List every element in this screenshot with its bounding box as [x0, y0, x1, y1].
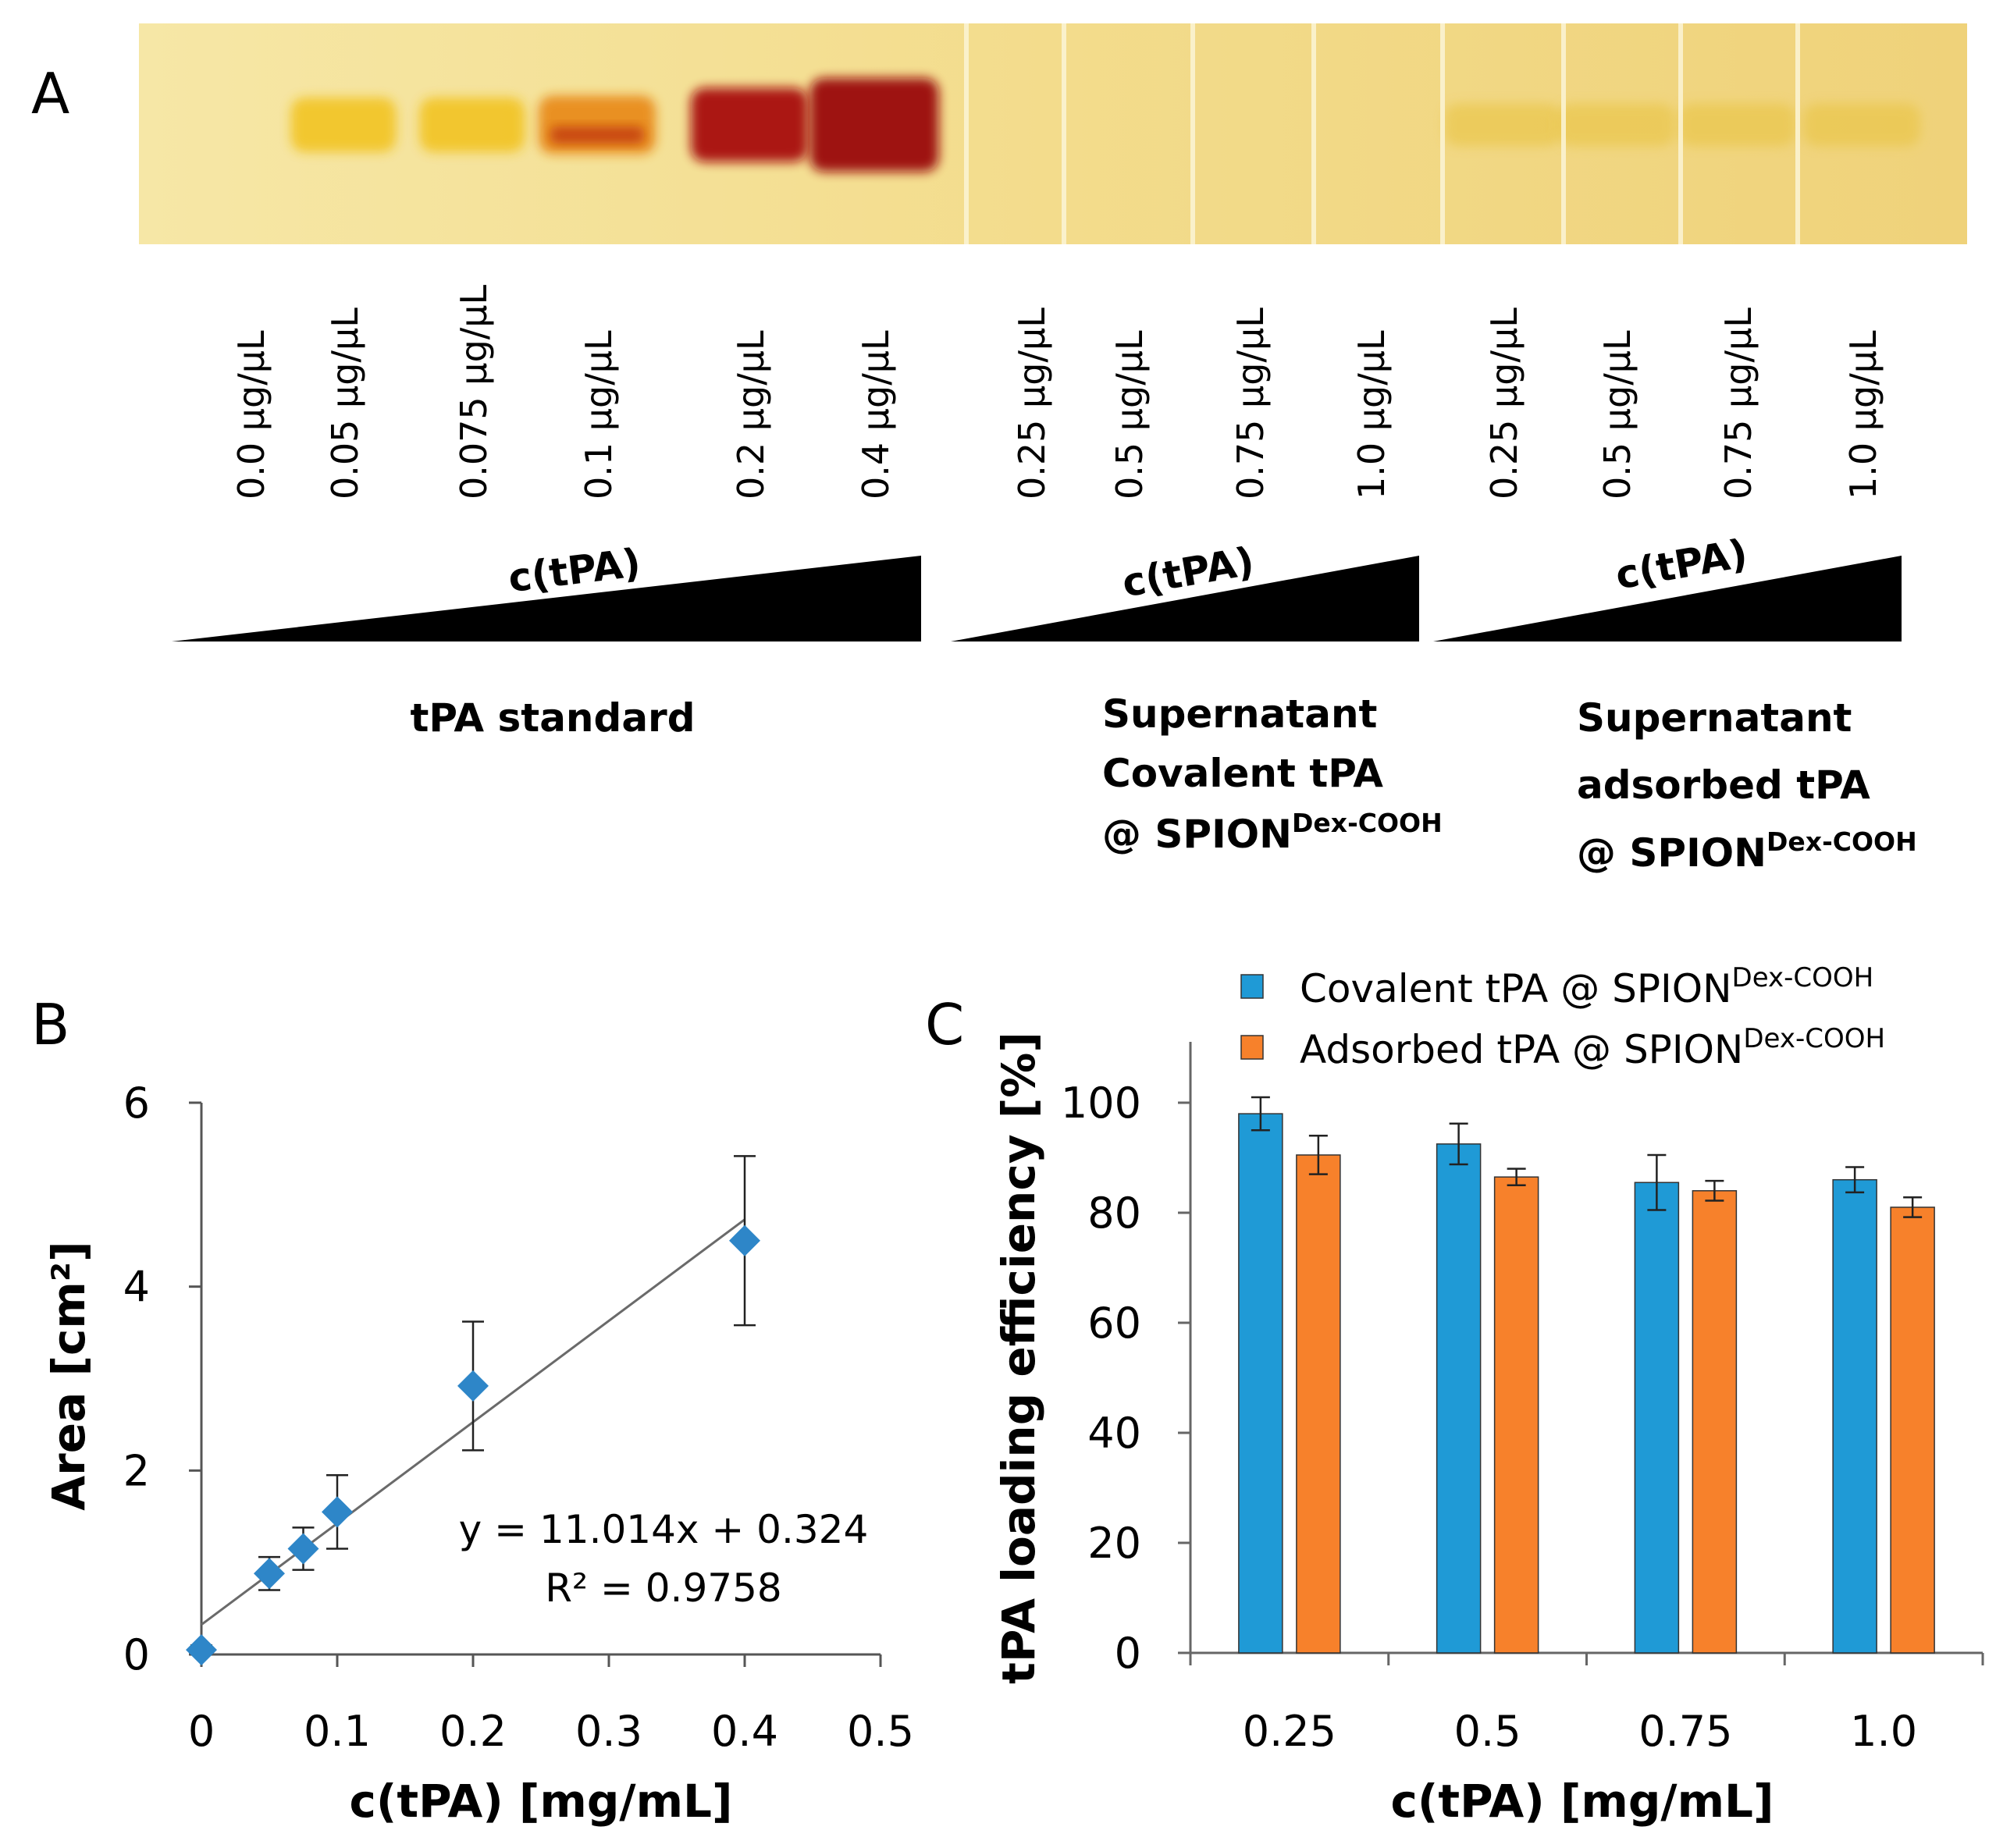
bar — [1634, 1182, 1680, 1654]
data-point — [729, 1224, 760, 1256]
data-point — [254, 1558, 285, 1590]
lane-separator — [1440, 23, 1445, 244]
r-squared: R² = 0.9758 — [545, 1565, 781, 1611]
lane-separator — [1795, 23, 1800, 244]
legend-swatch-covalent — [1240, 974, 1264, 999]
lane-label: 0.5 µg/µL — [1596, 330, 1638, 499]
x-tick-label-b: 0.2 — [439, 1707, 507, 1756]
panel-a-label: A — [31, 61, 69, 126]
x-tick-label-b: 0.5 — [847, 1707, 914, 1756]
y-tick-label-b: 4 — [123, 1263, 150, 1312]
panel-b-label: B — [31, 992, 69, 1057]
lane-label: 0.075 µg/µL — [453, 284, 495, 499]
lane-label: 1.0 µg/µL — [1350, 330, 1393, 499]
gel-band — [691, 87, 808, 162]
y-axis-title-b: Area [cm²] — [42, 1241, 95, 1510]
lane-label: 0.4 µg/µL — [855, 330, 897, 499]
group-label-covalent-line1: Supernatant — [1102, 691, 1377, 737]
group-label-standard: tPA standard — [410, 695, 695, 741]
bar — [1692, 1190, 1738, 1654]
y-tick-label-b: 2 — [123, 1446, 150, 1495]
lane-separator — [1311, 23, 1316, 244]
gel-band — [1557, 103, 1674, 147]
legend-label-covalent: Covalent tPA @ SPIONDex-COOH — [1300, 962, 1873, 1011]
lane-labels: 0.0 µg/µL 0.05 µg/µL 0.075 µg/µL 0.1 µg/µL 0… — [230, 284, 1884, 499]
lane-label: 0.2 µg/µL — [730, 330, 772, 499]
gel-band — [809, 78, 939, 172]
group-label-covalent-line3: @ SPIONDex-COOH — [1102, 808, 1443, 857]
x-axis-title-c: c(tPA) [mg/mL] — [1391, 1775, 1774, 1828]
lane-label: 0.0 µg/µL — [230, 330, 272, 499]
x-tick-label-c: 0.75 — [1638, 1707, 1732, 1756]
scatter-chart: 0 0.1 0.2 0.3 0.4 0.5 0 2 4 6 y = 11.014x + 0.324… — [42, 1079, 914, 1828]
lane-label: 0.75 µg/µL — [1229, 307, 1272, 499]
y-tick-label-c: 40 — [1087, 1409, 1141, 1458]
x-tick-label-b: 0.4 — [711, 1707, 778, 1756]
data-point — [287, 1533, 319, 1565]
gel-band — [419, 98, 525, 152]
lane-label: 0.5 µg/µL — [1108, 330, 1151, 499]
y-axis-title-c: tPA loading efficiency [%] — [992, 1032, 1045, 1684]
bar — [1493, 1176, 1539, 1654]
gel-band — [1803, 103, 1920, 147]
lane-label: 0.25 µg/µL — [1011, 307, 1053, 499]
x-tick-label-c: 0.5 — [1454, 1707, 1521, 1756]
gradient-triangle-adsorbed — [1433, 556, 1902, 641]
y-tick-label-c: 20 — [1087, 1519, 1141, 1568]
lane-separator — [1190, 23, 1195, 244]
gradient-triangle-standard — [172, 556, 921, 641]
data-point — [186, 1634, 217, 1666]
gradient-triangle-covalent — [951, 556, 1419, 641]
gel-band — [1678, 103, 1795, 147]
x-axis-title-b: c(tPA) [mg/mL] — [350, 1775, 733, 1828]
lane-label: 0.25 µg/µL — [1483, 307, 1525, 499]
y-tick-label-c: 0 — [1115, 1629, 1141, 1678]
bar — [1238, 1113, 1283, 1654]
legend-swatch-adsorbed — [1240, 1035, 1264, 1060]
y-tick-label-b: 0 — [123, 1630, 150, 1679]
bar — [1296, 1154, 1341, 1654]
panel-c-label: C — [925, 992, 964, 1057]
y-tick-label-b: 6 — [123, 1079, 150, 1128]
lane-separator — [1678, 23, 1683, 244]
lane-separator — [1062, 23, 1066, 244]
data-point — [322, 1496, 353, 1528]
x-tick-label-c: 0.25 — [1243, 1707, 1336, 1756]
group-label-covalent-line2: Covalent tPA — [1102, 751, 1383, 796]
bar-chart: 0 20 40 60 80 100 0.25 0.5 0.75 1.0 Covalent tPA … — [992, 962, 1984, 1828]
regression-equation: y = 11.014x + 0.324 — [459, 1507, 869, 1552]
y-tick-label-c: 100 — [1061, 1079, 1141, 1128]
gel-band — [290, 98, 397, 152]
gel-image — [139, 23, 1967, 244]
x-tick-label-b: 0 — [188, 1707, 215, 1756]
group-label-adsorbed-line3: @ SPIONDex-COOH — [1577, 826, 1917, 876]
gel-band-core — [550, 126, 644, 144]
group-label-adsorbed-line1: Supernatant — [1577, 695, 1852, 741]
lane-label: 1.0 µg/µL — [1842, 330, 1884, 499]
x-tick-label-b: 0.1 — [304, 1707, 371, 1756]
lane-label: 0.75 µg/µL — [1717, 307, 1759, 499]
lane-separator — [964, 23, 969, 244]
y-tick-label-c: 80 — [1087, 1189, 1141, 1238]
bar — [1436, 1143, 1482, 1654]
group-label-adsorbed-line2: adsorbed tPA — [1577, 762, 1870, 808]
lane-label: 0.1 µg/µL — [578, 330, 620, 499]
lane-label: 0.05 µg/µL — [324, 307, 366, 499]
bar — [1890, 1207, 1935, 1654]
bar — [1832, 1178, 1877, 1654]
gel-band — [1444, 103, 1561, 147]
data-point — [457, 1370, 489, 1402]
gel-band — [539, 95, 656, 155]
legend-label-adsorbed: Adsorbed tPA @ SPIONDex-COOH — [1300, 1023, 1885, 1072]
lane-separator — [1561, 23, 1566, 244]
y-tick-label-c: 60 — [1087, 1299, 1141, 1348]
x-tick-label-b: 0.3 — [575, 1707, 642, 1756]
x-tick-label-c: 1.0 — [1850, 1707, 1917, 1756]
